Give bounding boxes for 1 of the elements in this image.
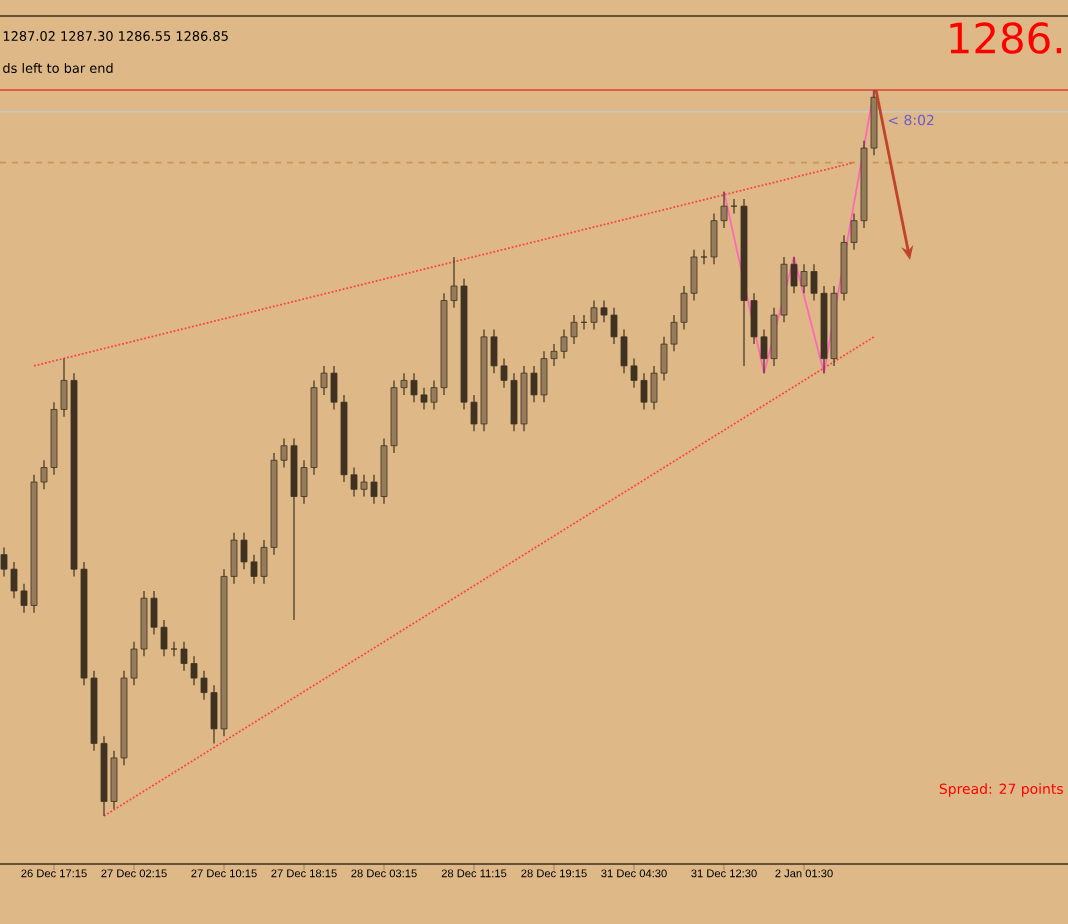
text: 1286. [950, 22, 1062, 54]
